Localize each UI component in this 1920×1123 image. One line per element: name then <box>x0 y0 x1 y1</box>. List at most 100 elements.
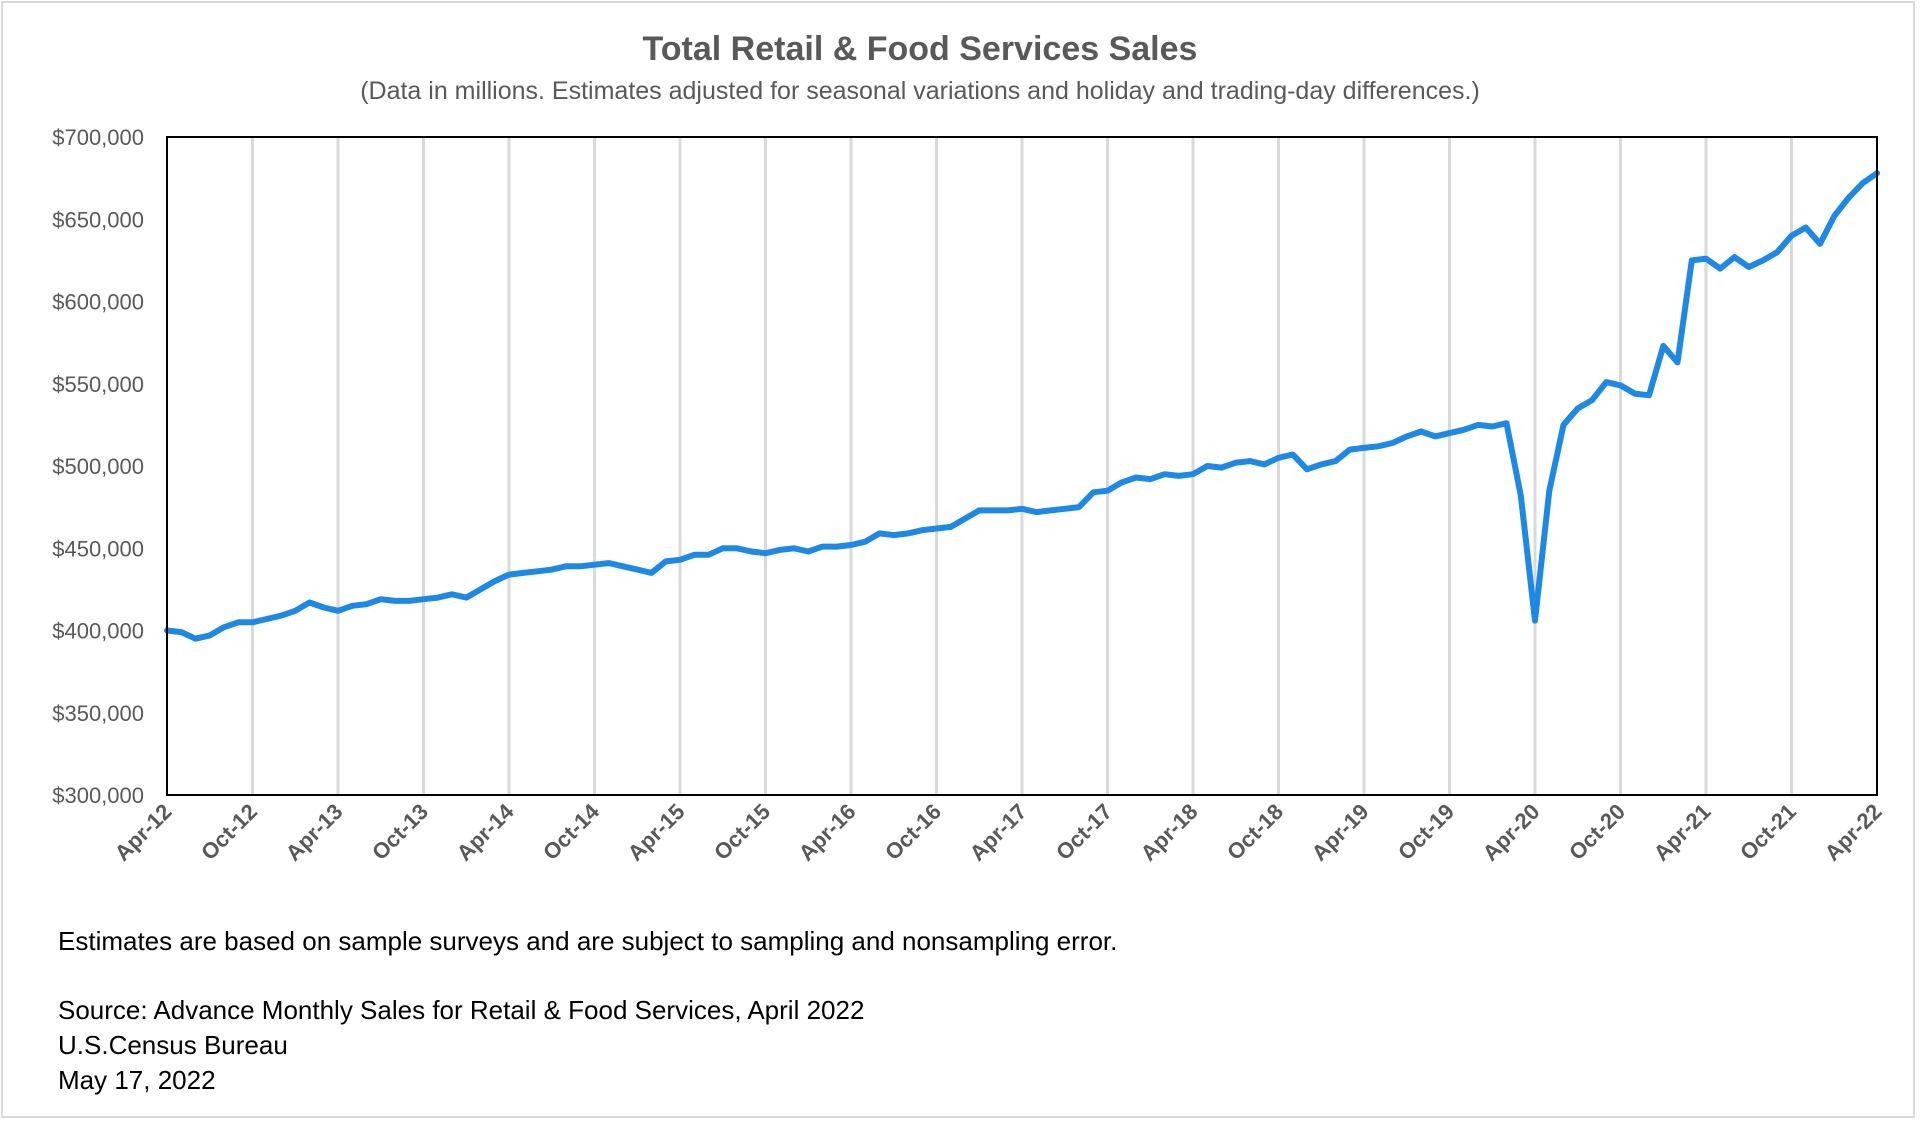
data-point <box>992 508 996 512</box>
data-point <box>322 605 326 609</box>
data-point <box>1676 360 1680 364</box>
data-point <box>949 525 953 529</box>
data-point <box>1462 428 1466 432</box>
data-point <box>1505 421 1509 425</box>
plot-border <box>166 136 1878 796</box>
data-point <box>1362 446 1366 450</box>
x-tick-label: Apr-16 <box>794 799 861 866</box>
agency-note: U.S.Census Bureau <box>58 1030 288 1060</box>
x-tick-label: Apr-13 <box>281 799 348 866</box>
data-point <box>664 559 668 563</box>
data-point <box>279 614 283 618</box>
data-point <box>806 550 810 554</box>
data-point <box>1433 434 1437 438</box>
x-tick-label: Oct-12 <box>196 799 262 865</box>
data-point <box>194 637 198 641</box>
data-point <box>1718 267 1722 271</box>
data-point <box>1291 452 1295 456</box>
data-point <box>393 599 397 603</box>
data-point <box>593 563 597 567</box>
data-point <box>1376 444 1380 448</box>
data-point <box>1091 490 1095 494</box>
data-point <box>1006 508 1010 512</box>
x-tick-label: Apr-22 <box>1820 799 1887 866</box>
disclaimer-note: Estimates are based on sample surveys an… <box>58 926 1118 956</box>
data-point <box>1134 476 1138 480</box>
y-tick-label: $500,000 <box>52 454 144 479</box>
x-tick-label: Apr-20 <box>1478 799 1545 866</box>
data-point <box>650 571 654 575</box>
data-point <box>1633 392 1637 396</box>
series-line <box>164 170 1880 642</box>
data-point <box>1790 234 1794 238</box>
data-point <box>479 587 483 591</box>
data-point <box>464 596 468 600</box>
data-point <box>607 561 611 565</box>
data-point <box>493 579 497 583</box>
release-date-note: May 17, 2022 <box>58 1065 216 1095</box>
data-point <box>1262 462 1266 466</box>
data-point <box>578 564 582 568</box>
data-point <box>1034 510 1038 514</box>
data-point <box>1861 181 1865 185</box>
data-point <box>236 620 240 624</box>
data-point <box>1733 255 1737 259</box>
data-point <box>179 630 183 634</box>
data-point <box>1220 466 1224 470</box>
data-point <box>293 609 297 613</box>
data-point <box>963 517 967 521</box>
data-point <box>1334 459 1338 463</box>
data-point <box>1319 462 1323 466</box>
data-point <box>1234 461 1238 465</box>
y-tick-label: $700,000 <box>52 125 144 150</box>
y-tick-label: $400,000 <box>52 619 144 644</box>
data-point <box>1576 406 1580 410</box>
data-point <box>1077 505 1081 509</box>
x-tick-label: Apr-15 <box>623 799 690 866</box>
x-tick-label: Oct-18 <box>1222 799 1288 865</box>
y-tick-label: $450,000 <box>52 536 144 561</box>
x-tick-label: Apr-17 <box>965 799 1032 866</box>
data-point <box>1063 507 1067 511</box>
data-point <box>1761 258 1765 262</box>
y-tick-label: $550,000 <box>52 372 144 397</box>
data-point <box>1775 250 1779 254</box>
x-tick-label: Oct-16 <box>880 799 946 865</box>
x-tick-label: Oct-17 <box>1051 799 1117 865</box>
data-point <box>1832 214 1836 218</box>
x-tick-label: Oct-20 <box>1564 799 1630 865</box>
data-point <box>1419 429 1423 433</box>
data-point <box>1704 257 1708 261</box>
data-point <box>1305 467 1309 471</box>
data-point <box>1818 242 1822 246</box>
data-point <box>550 568 554 572</box>
data-point <box>1647 393 1651 397</box>
data-point <box>863 540 867 544</box>
data-point <box>1562 423 1566 427</box>
data-point <box>350 604 354 608</box>
x-tick-label: Oct-19 <box>1393 799 1459 865</box>
data-point <box>1348 448 1352 452</box>
data-point <box>450 592 454 596</box>
data-point <box>735 546 739 550</box>
x-tick-label: Apr-18 <box>1136 799 1203 866</box>
data-point <box>308 601 312 605</box>
data-point <box>1690 258 1694 262</box>
x-tick-label: Oct-13 <box>367 799 433 865</box>
data-point <box>1205 464 1209 468</box>
data-point <box>1547 489 1551 493</box>
data-point <box>721 546 725 550</box>
x-tick-label: Oct-15 <box>709 799 775 865</box>
data-point <box>1120 480 1124 484</box>
data-point <box>507 573 511 577</box>
data-point <box>707 553 711 557</box>
data-point <box>1106 489 1110 493</box>
data-point <box>792 546 796 550</box>
x-tick-label: Apr-21 <box>1649 799 1716 866</box>
data-point <box>1847 196 1851 200</box>
data-point <box>977 508 981 512</box>
data-point <box>365 602 369 606</box>
data-point <box>1148 477 1152 481</box>
y-tick-label: $300,000 <box>52 783 144 808</box>
x-tick-label: Apr-19 <box>1307 799 1374 866</box>
